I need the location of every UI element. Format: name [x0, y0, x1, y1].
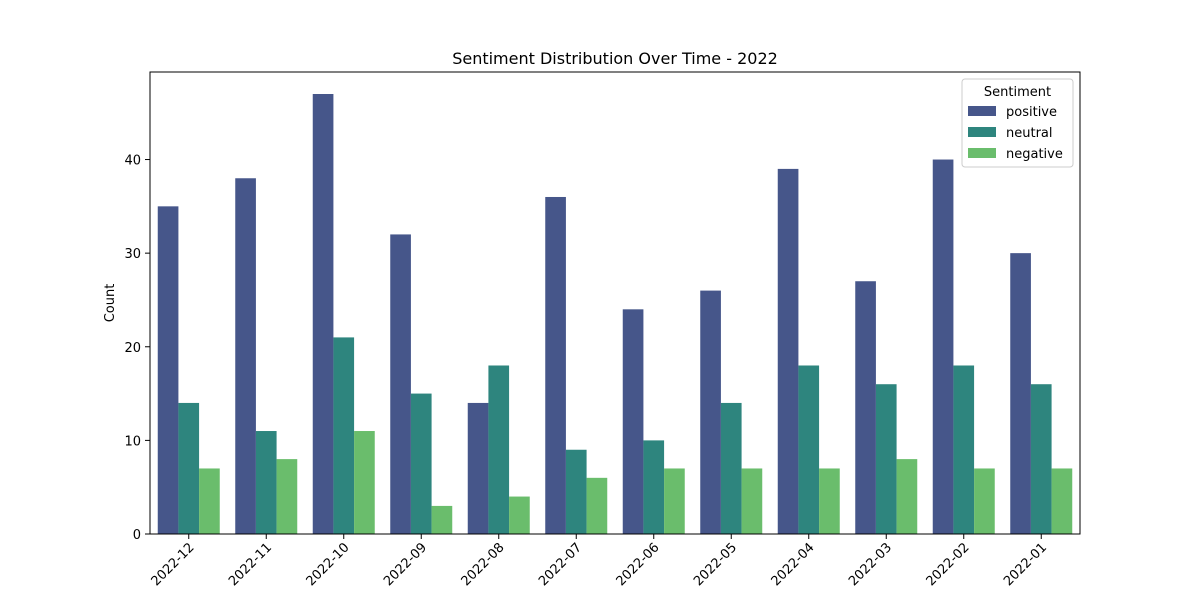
bar-neutral-2022-09: [410, 393, 432, 534]
bar-neutral-2022-02: [953, 365, 975, 534]
y-tick-label: 0: [133, 528, 141, 543]
legend-label-neutral: neutral: [1006, 126, 1053, 141]
chart-title: Sentiment Distribution Over Time - 2022: [452, 49, 778, 68]
legend-label-positive: positive: [1006, 105, 1057, 120]
x-axis-ticks: 2022-12 2022-11 2022-10 2022-09 2022-08 2022-…: [149, 534, 1050, 589]
bar-positive-2022-05: [700, 290, 721, 534]
bar-negative-2022-08: [509, 496, 530, 534]
bar-positive-2022-06: [622, 309, 644, 534]
x-tick-label: 2022-06: [614, 540, 663, 589]
legend-swatch-positive: [968, 106, 996, 116]
bar-neutral-2022-11: [255, 431, 277, 534]
y-tick-label: 10: [124, 434, 141, 449]
bar-negative-2022-04: [819, 468, 840, 534]
plot-frame: [149, 71, 1081, 535]
bar-positive-2022-01: [1010, 253, 1031, 535]
bar-negative-2022-01: [1051, 468, 1073, 534]
bar-neutral-2022-03: [875, 384, 897, 534]
x-tick-label: 2022-04: [769, 540, 818, 589]
x-tick-label: 2022-02: [924, 540, 973, 589]
x-tick-label: 2022-05: [691, 540, 740, 589]
bar-negative-2022-10: [354, 431, 375, 534]
bar-positive-2022-11: [235, 178, 256, 535]
x-tick-label: 2022-09: [381, 540, 430, 589]
bar-neutral-2022-07: [565, 449, 587, 534]
legend-title: Sentiment: [984, 85, 1051, 100]
y-tick-label: 30: [124, 247, 141, 262]
bar-negative-2022-03: [896, 459, 918, 534]
x-tick-label: 2022-10: [304, 540, 353, 589]
bar-negative-2022-06: [664, 468, 685, 534]
bar-negative-2022-02: [974, 468, 995, 534]
bar-positive-2022-02: [932, 159, 954, 534]
bar-positive-2022-07: [545, 196, 566, 534]
bar-negative-2022-09: [431, 505, 453, 534]
y-tick-label: 40: [124, 154, 141, 169]
bar-positive-2022-12: [157, 206, 179, 534]
legend-swatch-neutral: [968, 127, 996, 137]
x-tick-label: 2022-01: [1001, 540, 1050, 589]
bar-neutral-2022-08: [488, 365, 510, 534]
bar-negative-2022-12: [199, 468, 220, 534]
bar-positive-2022-08: [467, 402, 489, 534]
x-tick-label: 2022-12: [149, 540, 198, 589]
x-tick-label: 2022-03: [846, 540, 895, 589]
bar-neutral-2022-12: [178, 402, 200, 534]
bar-positive-2022-10: [312, 94, 334, 534]
bar-negative-2022-07: [586, 477, 608, 534]
legend: Sentiment positive neutral negative: [961, 78, 1074, 168]
bar-neutral-2022-04: [798, 365, 820, 534]
bar-negative-2022-11: [276, 459, 298, 534]
y-axis-ticks: 0 10 20 30 40: [124, 154, 150, 543]
y-axis-label: Count: [103, 284, 118, 323]
legend-items: positive neutral negative: [968, 105, 1063, 162]
bar-positive-2022-03: [855, 281, 876, 534]
y-tick-label: 20: [124, 341, 141, 356]
legend-label-negative: negative: [1006, 147, 1063, 162]
bar-neutral-2022-06: [643, 440, 665, 534]
bar-neutral-2022-05: [720, 402, 742, 534]
bar-positive-2022-04: [777, 168, 799, 534]
bar-neutral-2022-01: [1030, 384, 1052, 534]
x-tick-label: 2022-07: [536, 540, 585, 589]
legend-swatch-negative: [968, 148, 996, 158]
legend-box: [961, 78, 1074, 168]
bars-group: [157, 94, 1073, 535]
x-tick-label: 2022-11: [226, 540, 275, 589]
x-tick-label: 2022-08: [459, 540, 508, 589]
bar-neutral-2022-10: [333, 337, 355, 534]
bar-positive-2022-09: [390, 234, 411, 534]
bar-negative-2022-05: [741, 468, 763, 534]
